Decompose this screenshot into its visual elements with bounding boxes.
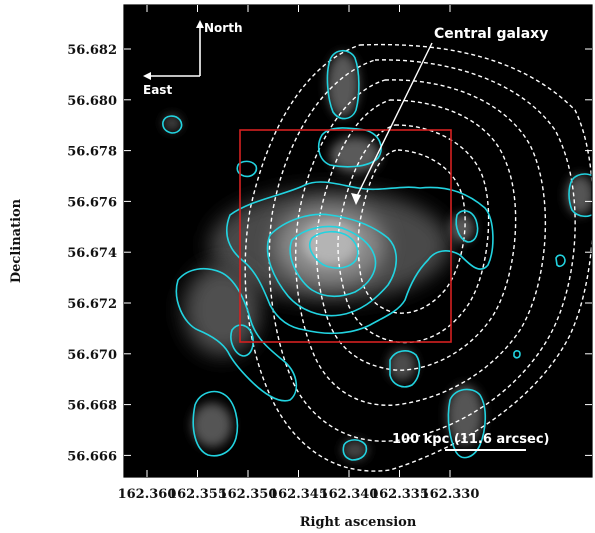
y-tick-label: 56.668 [67,399,117,414]
compass: North East [143,20,242,97]
x-axis-title: Right ascension [300,515,417,530]
region-box [239,129,452,343]
x-tick-label: 162.345 [269,487,328,502]
diffuse-emission [163,53,592,460]
scale-bar-label: 100 kpc (11.6 arcsec) [392,432,549,447]
y-axis-title: Declination [9,198,24,283]
central-galaxy-pointer [355,42,433,199]
x-tick-label: 162.330 [421,487,480,502]
east-arrow-icon [143,72,151,80]
central-galaxy-label: Central galaxy [434,26,548,42]
north-arrow-icon [196,20,204,28]
north-label: North [204,21,242,35]
y-tick-label: 56.678 [67,145,117,160]
east-label: East [143,83,172,97]
dashed-contours [244,43,592,472]
x-tick-label: 162.355 [168,487,227,502]
top-blob [326,49,360,120]
x-tick-label: 162.350 [219,487,278,502]
plot-frame [123,4,593,478]
x-axis: 162.360162.355162.350162.345162.340162.3… [118,5,480,502]
bottom-left-blob [192,390,239,457]
y-axis: 56.682 56.680 56.678 56.676 56.674 56.672 56.6… [67,43,592,464]
y-tick-label: 56.666 [67,449,117,464]
x-tick-label: 162.360 [118,487,177,502]
x-tick-label: 162.335 [370,487,429,502]
y-tick-label: 56.676 [67,195,117,210]
cyan-contours [162,49,592,461]
y-tick-label: 56.682 [67,43,117,58]
y-tick-label: 56.672 [67,297,117,312]
y-tick-label: 56.674 [67,246,117,261]
x-tick-label: 162.340 [320,487,379,502]
left-arm-contour [175,267,298,402]
main-contour-outer [226,181,494,335]
pointer-arrowhead [351,193,361,205]
y-tick-label: 56.670 [67,348,117,363]
y-tick-label: 56.680 [67,94,117,109]
